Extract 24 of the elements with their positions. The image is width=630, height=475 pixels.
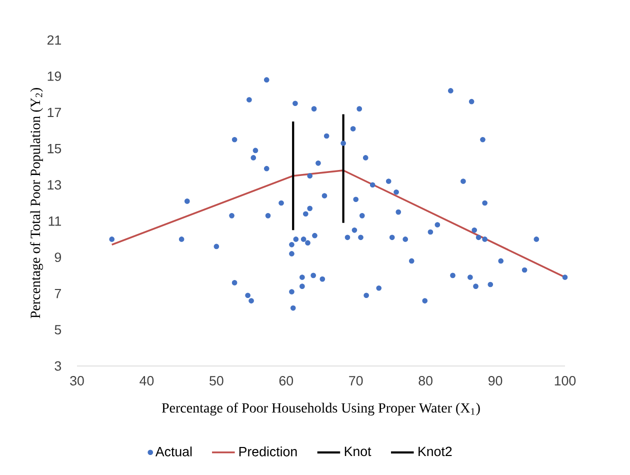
y-tick-label: 9 xyxy=(54,252,62,262)
y-tick-label: 21 xyxy=(47,35,61,45)
y-tick-label: 3 xyxy=(54,361,62,371)
y-tick-label: 11 xyxy=(48,216,61,226)
legend-label: Knot xyxy=(344,446,372,456)
x-tick-label: 40 xyxy=(140,376,154,386)
x-tick-label: 80 xyxy=(418,376,432,386)
x-tick-label: 60 xyxy=(279,376,294,386)
legend-label: Prediction xyxy=(239,446,297,456)
y-tick-label: 15 xyxy=(48,144,62,154)
legend-label: Actual xyxy=(155,446,192,456)
y-tick-label: 19 xyxy=(48,72,62,81)
y-tick-label: 5 xyxy=(54,325,62,334)
x-tick-label: 30 xyxy=(70,376,84,386)
y-axis-title: Percentage of Total Poor Population (Y$_{2}$) xyxy=(30,88,43,318)
legend-label: Knot2 xyxy=(418,446,452,456)
x-axis-title: Percentage of Poor Households Using Proper Water (X$_{1}$) xyxy=(162,402,480,416)
x-tick-label: 90 xyxy=(488,376,502,386)
x-tick-label: 100 xyxy=(554,376,576,386)
y-tick-label: 7 xyxy=(54,288,61,298)
y-tick-label: 17 xyxy=(48,108,61,118)
y-tick-label: 13 xyxy=(48,180,62,190)
x-tick-label: 50 xyxy=(210,376,224,386)
x-tick-label: 70 xyxy=(349,376,363,386)
